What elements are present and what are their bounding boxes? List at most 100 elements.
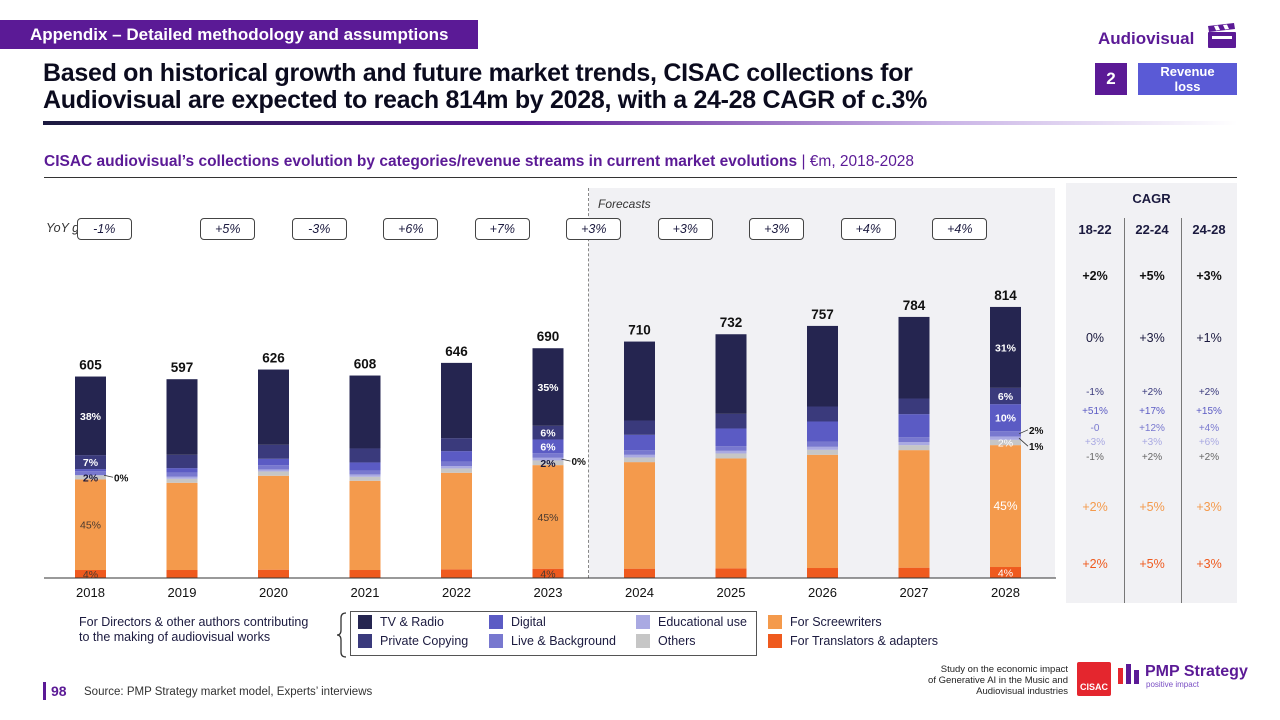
bar-segment-others: [258, 471, 289, 476]
cagr-value-digital: +17%: [1139, 406, 1165, 417]
segment-share-label: 4%: [83, 569, 98, 581]
bar-segment-tv-radio: [807, 325, 838, 407]
stacked-bar-chart: 605 2018 597 2019 626 2020 608 2021 646 2022 690 20…: [44, 288, 1056, 600]
bar-segment-live-background: [624, 450, 655, 455]
yoy-growth-badge: +3%: [749, 218, 805, 240]
cagr-column-header: 18-22: [1078, 222, 1112, 237]
cagr-title: CAGR: [1132, 191, 1171, 206]
bar-total-label: 690: [537, 329, 560, 344]
bar-segment-live-background: [898, 437, 930, 443]
bar-total-label: 626: [262, 351, 285, 366]
x-tick-label: 2019: [168, 585, 197, 600]
bar-total-label: 605: [79, 358, 102, 373]
bar-segment-others: [715, 453, 747, 459]
legend-swatch: [768, 634, 782, 648]
segment-share-label: 1%: [1029, 442, 1044, 453]
bar-segment-for-screewriters: [624, 462, 655, 569]
yoy-growth-badge: +6%: [383, 218, 439, 240]
legend-item-for-translators-adapters: For Translators & adapters: [768, 634, 938, 648]
segment-share-label: 6%: [998, 391, 1014, 403]
bar-segment-digital: [166, 468, 198, 473]
bar-segment-for-translators-adapters: [258, 569, 289, 578]
legend-label: Live & Background: [511, 634, 616, 648]
cisac-logo: CISAC: [1077, 662, 1111, 696]
chart-title: CISAC audiovisual’s collections evolutio…: [44, 153, 915, 170]
bar-segment-live-background: [715, 446, 747, 451]
segment-share-label: 4%: [540, 568, 555, 580]
bar-segment-educational-use: [624, 454, 655, 458]
bar-segment-for-translators-adapters: [349, 570, 381, 578]
cagr-value-private-copying: +2%: [1141, 387, 1163, 398]
legend-item-private-copying: Private Copying: [358, 634, 468, 648]
x-tick-label: 2028: [991, 585, 1020, 600]
legend-swatch: [636, 634, 650, 648]
cagr-value-screenwriters: +5%: [1139, 500, 1165, 514]
pmp-tagline: positive impact: [1146, 680, 1199, 689]
segment-share-label: 45%: [537, 512, 558, 524]
bar-segment-private-copying: [715, 413, 747, 429]
cagr-value-live-background: +12%: [1139, 423, 1165, 434]
bar-segment-private-copying: [349, 448, 381, 463]
segment-share-label: 38%: [80, 411, 102, 423]
legend-item-tv-radio: TV & Radio: [358, 615, 444, 629]
cagr-value-educational-use: +3%: [1141, 437, 1163, 448]
cagr-value-educational-use: +6%: [1198, 437, 1220, 448]
bar-segment-private-copying: [624, 420, 655, 435]
callout-line: [103, 474, 114, 478]
chart-title-rule: [44, 177, 1237, 178]
legend-item-live-background: Live & Background: [489, 634, 616, 648]
bar-segment-digital: [532, 439, 564, 454]
bar-segment-digital: [807, 421, 838, 442]
bar-segment-tv-radio: [990, 306, 1021, 388]
page-number-bar: [43, 682, 46, 700]
bar-segment-tv-radio: [75, 376, 106, 456]
bar-segment-for-screewriters: [75, 479, 106, 571]
category-label: Audiovisual: [1098, 29, 1195, 48]
cagr-value-live-background: -0: [1090, 423, 1100, 434]
legend-label: Private Copying: [380, 634, 469, 648]
x-tick-label: 2025: [717, 585, 746, 600]
cagr-value-live-background: +4%: [1198, 423, 1220, 434]
cagr-value-total: +3%: [1196, 269, 1222, 283]
segment-share-label: 4%: [998, 568, 1013, 580]
x-tick-label: 2027: [900, 585, 929, 600]
legend-swatch: [358, 634, 372, 648]
x-tick-label: 2022: [442, 585, 471, 600]
cagr-column-header: 22-24: [1135, 222, 1169, 237]
legend-swatch: [358, 615, 372, 629]
segment-share-label: 6%: [540, 441, 556, 453]
cagr-panel: [1066, 183, 1237, 603]
bar-segment-educational-use: [807, 446, 838, 450]
yoy-growth-badge: +3%: [657, 218, 713, 240]
bar-segment-for-translators-adapters: [807, 568, 838, 578]
bar-segment-for-screewriters: [715, 458, 747, 569]
cagr-value-tv-radio: +3%: [1139, 331, 1165, 345]
bar-total-label: 597: [171, 360, 194, 375]
bar-segment-educational-use: [990, 436, 1021, 440]
cagr-value-tv-radio: 0%: [1085, 331, 1105, 345]
x-tick-label: 2023: [534, 585, 563, 600]
bar-segment-private-copying: [532, 425, 564, 440]
cagr-value-private-copying: +2%: [1198, 387, 1220, 398]
bar-total-label: 757: [811, 307, 834, 322]
yoy-growth-badge: -3%: [291, 218, 347, 240]
yoy-growth-badge: -1%: [76, 218, 132, 240]
legend-box: [350, 611, 757, 656]
cagr-value-others: -1%: [1086, 452, 1104, 463]
legend-label: TV & Radio: [380, 615, 444, 629]
cagr-value-others: +2%: [1141, 452, 1163, 463]
legend-item-others: Others: [636, 634, 696, 648]
bar-segment-others: [349, 476, 381, 481]
title-divider: [43, 121, 1238, 125]
bar-segment-for-translators-adapters: [441, 569, 472, 578]
bar-segment-for-translators-adapters: [75, 570, 106, 578]
forecast-divider: [588, 188, 589, 578]
bar-segment-for-screewriters: [532, 465, 564, 569]
bar-segment-for-screewriters: [898, 450, 930, 568]
x-tick-label: 2024: [625, 585, 654, 600]
bar-segment-tv-radio: [441, 362, 472, 439]
yoy-growth-badge: +5%: [200, 218, 256, 240]
yoy-growth-badge: +4%: [932, 218, 988, 240]
cagr-value-total: +5%: [1139, 269, 1165, 283]
bar-segment-digital: [715, 428, 747, 447]
